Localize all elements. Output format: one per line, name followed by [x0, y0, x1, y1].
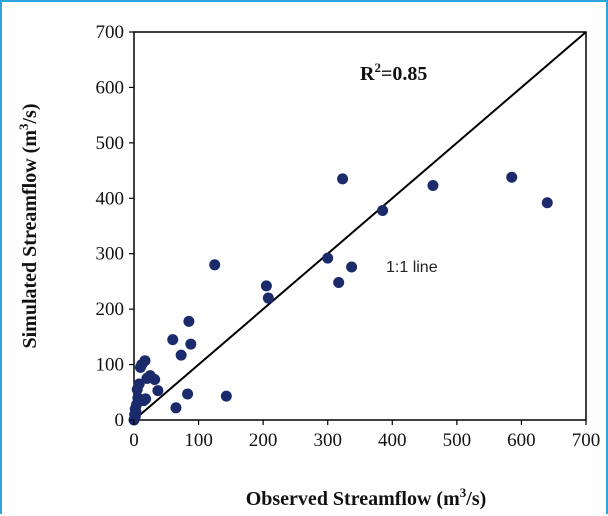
r-squared-label: R2=0.85 — [360, 60, 427, 85]
data-point — [346, 261, 358, 273]
y-axis-title: Simulated Streamflow (m3/s) — [16, 104, 41, 349]
y-axis-ticks: 0 100 200 300 400 500 600 700 — [96, 22, 134, 431]
data-point — [170, 402, 182, 414]
x-axis-title: Observed Streamflow (m3/s) — [246, 485, 487, 510]
data-point — [262, 292, 274, 304]
plot-border — [133, 31, 587, 421]
x-tick-label: 700 — [572, 430, 601, 451]
data-point — [541, 197, 553, 209]
data-point — [133, 378, 145, 390]
data-point — [175, 349, 187, 361]
y-tick-label: 700 — [96, 22, 125, 43]
data-point — [152, 385, 164, 397]
reference-line-label: 1:1 line — [386, 259, 438, 276]
data-point — [337, 173, 349, 185]
data-point — [183, 315, 195, 327]
x-tick-label: 0 — [129, 430, 139, 451]
data-point — [149, 374, 161, 386]
y-tick-label: 500 — [96, 133, 125, 154]
data-point — [333, 277, 345, 289]
y-tick-label: 400 — [96, 188, 125, 209]
data-point — [377, 204, 389, 216]
x-tick-label: 400 — [378, 430, 407, 451]
data-point — [167, 334, 179, 346]
data-point — [182, 388, 194, 400]
x-tick-label: 600 — [507, 430, 536, 451]
data-point — [140, 393, 152, 405]
y-tick-label: 600 — [96, 77, 125, 98]
data-point — [139, 355, 151, 367]
plot-area — [133, 31, 587, 421]
x-tick-label: 500 — [443, 430, 472, 451]
data-points — [128, 171, 553, 426]
y-tick-label: 300 — [96, 244, 125, 265]
data-point — [427, 180, 439, 192]
one-to-one-line — [133, 31, 587, 421]
x-axis-ticks: 0 100 200 300 400 500 600 700 — [129, 420, 600, 451]
data-point — [209, 259, 221, 271]
x-tick-label: 200 — [249, 430, 278, 451]
data-point — [185, 338, 197, 350]
data-point — [220, 390, 232, 402]
y-tick-label: 200 — [96, 299, 125, 320]
reference-line-group — [133, 31, 587, 421]
y-tick-label: 100 — [96, 355, 125, 376]
x-tick-label: 100 — [184, 430, 213, 451]
y-tick-label: 0 — [115, 410, 125, 431]
data-point — [260, 280, 272, 292]
x-tick-label: 300 — [313, 430, 342, 451]
data-point — [322, 252, 334, 264]
data-point — [506, 171, 518, 183]
